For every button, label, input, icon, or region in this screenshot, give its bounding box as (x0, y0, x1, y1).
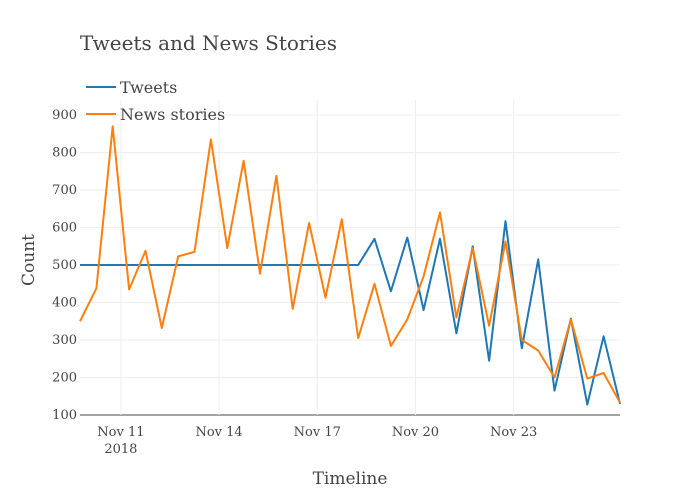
y-tick-label: 100 (52, 408, 77, 423)
grid-lines (80, 100, 620, 416)
y-axis-ticks: 100 200 300 400 500 600 700 800 900 (52, 108, 77, 423)
x-tick-label: Nov 17 (294, 425, 341, 440)
x-axis-title: Timeline (313, 469, 388, 489)
series-line-tweets (80, 220, 621, 406)
x-axis-ticks: Nov 11 2018 Nov 14 Nov 17 Nov 20 Nov 23 (97, 425, 537, 457)
y-tick-label: 900 (52, 108, 77, 123)
x-tick-label: Nov 14 (195, 425, 242, 440)
y-tick-label: 200 (52, 371, 77, 386)
y-tick-label: 600 (52, 221, 77, 236)
series-line-news-stories (79, 125, 621, 404)
y-axis-title: Count (19, 234, 39, 286)
y-tick-label: 800 (52, 146, 77, 161)
x-tick-label: Nov 20 (392, 425, 439, 440)
x-tick-label: Nov 23 (490, 425, 537, 440)
series-lines (79, 125, 621, 406)
y-tick-label: 700 (52, 183, 77, 198)
chart-title: Tweets and News Stories (80, 31, 337, 55)
legend-label-news-stories: News stories (120, 105, 225, 124)
legend-label-tweets: Tweets (120, 78, 177, 97)
y-tick-label: 400 (52, 296, 77, 311)
x-tick-label: Nov 11 (97, 425, 144, 440)
y-tick-label: 300 (52, 333, 77, 348)
y-tick-label: 500 (52, 258, 77, 273)
legend[interactable]: Tweets News stories (86, 78, 225, 124)
x-tick-year-label: 2018 (104, 442, 137, 457)
